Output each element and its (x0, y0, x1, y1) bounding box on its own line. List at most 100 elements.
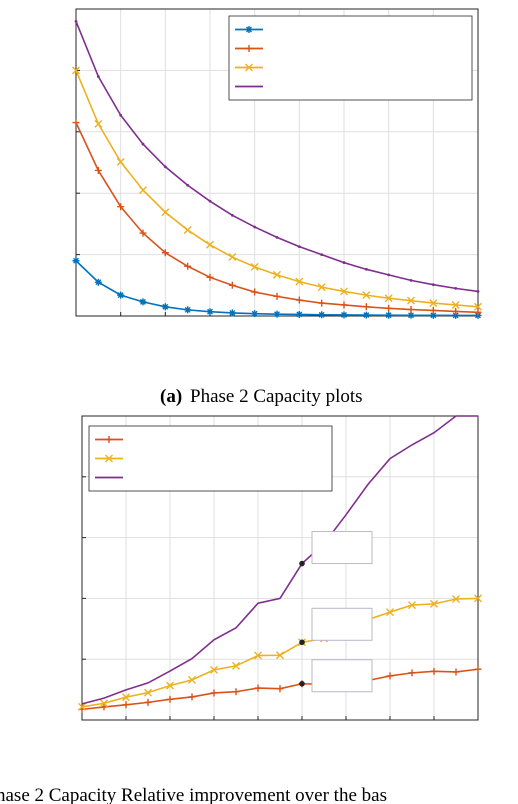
data-point (318, 299, 326, 307)
datatip (299, 531, 373, 567)
datatip-marker (299, 560, 305, 567)
data-point (72, 119, 80, 127)
data-point (94, 166, 102, 174)
data-point (251, 310, 259, 318)
data-point (210, 689, 218, 697)
data-point (474, 665, 482, 673)
data-point (119, 113, 123, 117)
data-point (429, 299, 438, 308)
data-point (253, 225, 257, 229)
datatip-marker (299, 680, 305, 687)
data-point (141, 142, 145, 146)
data-point (474, 594, 482, 603)
datatip (299, 607, 373, 646)
data-point (452, 307, 460, 315)
data-point (364, 267, 368, 271)
data-point (210, 665, 218, 674)
plot-multiplicative-increase (78, 415, 482, 721)
data-point (72, 257, 80, 265)
data-point (139, 298, 147, 306)
datatip-box (311, 659, 373, 693)
data-point (163, 165, 167, 169)
data-point (144, 688, 152, 697)
datatip-marker (299, 639, 305, 646)
data-point (186, 183, 190, 187)
data-point (454, 286, 458, 290)
data-point (184, 306, 192, 314)
data-point (251, 288, 259, 296)
data-point (474, 308, 482, 316)
data-point (362, 291, 371, 300)
data-point (297, 245, 301, 249)
data-point (451, 300, 460, 309)
data-point (78, 702, 86, 711)
data-point (122, 701, 130, 709)
data-point (161, 208, 170, 217)
data-point (94, 278, 102, 286)
data-point (409, 278, 413, 282)
data-point (94, 119, 103, 128)
data-point (340, 301, 348, 309)
data-point (144, 698, 152, 706)
data-point (166, 681, 174, 690)
data-point (100, 703, 108, 711)
data-point (407, 296, 415, 305)
datatip-box (311, 531, 373, 565)
data-point (161, 249, 169, 257)
datatip-box (311, 607, 373, 641)
caption-a-label: (a) (160, 386, 182, 407)
data-point (139, 229, 147, 237)
data-point (228, 281, 236, 289)
data-point (430, 667, 438, 675)
data-point (476, 290, 480, 293)
data-point (183, 226, 192, 235)
data-point (273, 310, 281, 318)
data-point (276, 651, 284, 660)
data-point (452, 595, 460, 604)
data-point (116, 157, 125, 166)
data-point (362, 303, 370, 311)
data-point (452, 311, 460, 319)
data-point (386, 608, 394, 617)
data-point (254, 684, 262, 692)
data-point (254, 651, 262, 660)
data-point (429, 311, 437, 319)
data-point (232, 688, 240, 696)
data-point (408, 669, 416, 677)
legend-symbol-marker (245, 63, 253, 72)
data-point (340, 311, 348, 319)
data-point (139, 186, 147, 195)
legend-symbol-marker (105, 436, 113, 443)
caption-a-text: Phase 2 Capacity plots (190, 386, 363, 407)
plot-capacity (72, 8, 482, 319)
data-point (206, 240, 214, 249)
data-point (232, 661, 240, 670)
data-point (387, 273, 391, 277)
data-point (188, 675, 196, 684)
data-point (122, 693, 130, 702)
data-point (429, 306, 437, 314)
data-point (250, 262, 259, 271)
data-point (230, 213, 234, 217)
axes-box (81, 415, 479, 721)
data-point (317, 283, 326, 292)
legend (228, 15, 473, 101)
data-point (295, 310, 303, 318)
legend-symbol-marker (245, 26, 253, 33)
data-point (273, 292, 281, 300)
data-point (385, 311, 393, 319)
data-point (386, 672, 394, 680)
data-point (342, 261, 346, 264)
legend (88, 425, 333, 492)
data-point (295, 277, 304, 286)
data-point (166, 695, 174, 703)
series-line (81, 415, 478, 705)
data-point (228, 309, 236, 317)
data-point (384, 294, 393, 303)
data-point (188, 693, 196, 701)
data-point (273, 270, 281, 279)
data-point (100, 699, 108, 708)
data-point (96, 75, 100, 78)
data-point (385, 304, 393, 312)
data-point (407, 306, 415, 314)
